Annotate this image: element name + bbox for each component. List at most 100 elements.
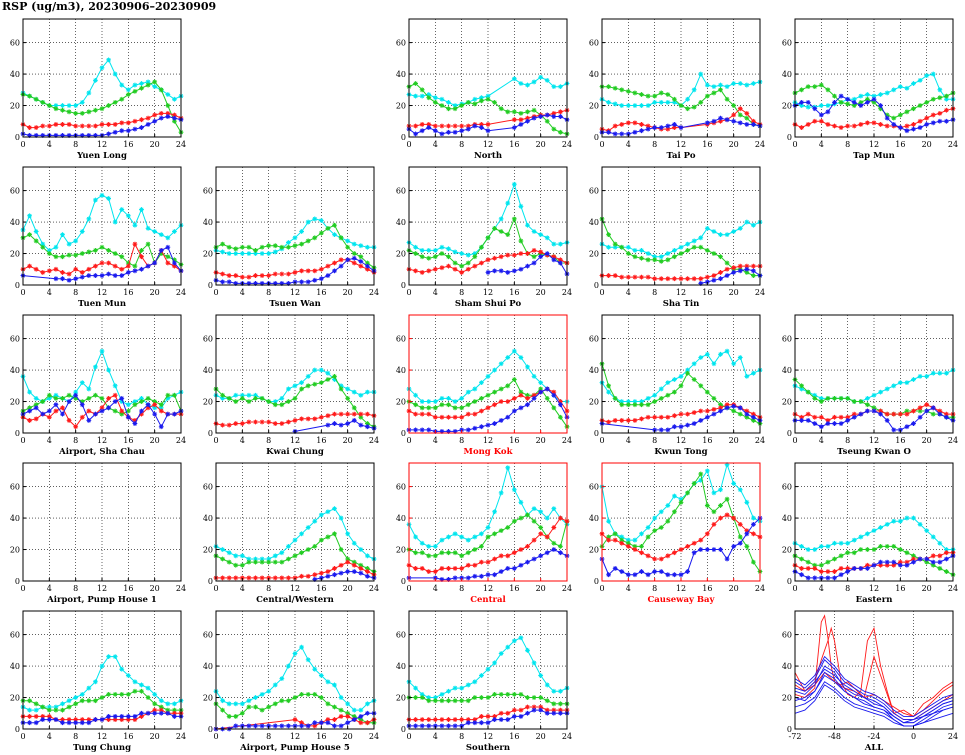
data-point-blue (924, 556, 930, 562)
data-point-red (452, 414, 458, 420)
data-point-green (937, 95, 943, 101)
data-point-red (27, 714, 32, 719)
data-point-red (459, 270, 465, 275)
data-point-blue (439, 429, 445, 434)
data-point-red (897, 559, 903, 565)
data-point-blue (358, 422, 364, 428)
data-point-green (259, 244, 265, 250)
data-point-red (924, 115, 930, 121)
data-point-green (33, 238, 39, 244)
data-point-cyan (511, 487, 517, 493)
data-point-cyan (465, 537, 471, 543)
data-point-green (358, 254, 364, 260)
data-point-green (871, 547, 877, 552)
data-point-blue (479, 424, 484, 430)
data-point-red (904, 123, 910, 129)
data-point-green (639, 255, 644, 261)
data-point-green (439, 103, 445, 108)
data-point-blue (272, 723, 278, 729)
data-point-cyan (639, 103, 644, 108)
data-point-blue (838, 572, 844, 578)
data-point-red (119, 120, 125, 126)
data-point-green (338, 386, 344, 392)
data-point-red (299, 416, 304, 422)
data-point-red (312, 723, 318, 729)
data-point-red (731, 112, 737, 118)
x-tick-label: 12 (676, 140, 686, 149)
data-point-blue (292, 723, 298, 729)
data-point-cyan (332, 682, 337, 688)
plot-frame (601, 18, 761, 138)
data-point-blue (158, 424, 164, 430)
data-point-red (665, 276, 671, 282)
data-point-blue (897, 427, 903, 433)
panel-title: Southern (466, 743, 510, 753)
data-point-blue (279, 723, 285, 729)
data-point-red (299, 268, 304, 274)
data-point-red (172, 263, 177, 269)
data-point-blue (132, 714, 138, 719)
data-point-blue (645, 572, 651, 578)
x-tick-label: 12 (483, 732, 493, 741)
data-point-green (158, 402, 164, 408)
data-point-cyan (292, 235, 298, 241)
x-tick-label: 8 (459, 140, 464, 149)
data-point-cyan (93, 679, 98, 685)
x-tick-label: 12 (97, 436, 107, 445)
series-line-cyan (215, 507, 375, 560)
data-point-cyan (413, 685, 418, 691)
data-point-blue (233, 281, 239, 286)
data-point-red (744, 263, 750, 269)
data-point-green (485, 235, 491, 241)
data-point-cyan (724, 348, 730, 354)
data-point-green (884, 112, 890, 118)
data-point-cyan (439, 244, 445, 250)
data-point-blue (724, 117, 730, 123)
data-point-cyan (632, 247, 638, 253)
data-point-blue (685, 569, 690, 574)
data-point-blue (172, 714, 177, 719)
data-point-blue (479, 573, 484, 579)
data-point-cyan (652, 515, 658, 521)
data-point-cyan (220, 249, 225, 255)
data-point-blue (805, 418, 811, 423)
data-point-cyan (259, 556, 265, 562)
data-point-blue (172, 411, 177, 417)
data-point-green (446, 254, 451, 260)
data-point-red (492, 255, 497, 261)
data-point-blue (318, 720, 324, 726)
data-point-blue (46, 717, 52, 722)
x-tick-label: 4 (240, 436, 245, 445)
data-point-green (66, 392, 72, 398)
data-point-cyan (744, 82, 750, 88)
data-point-blue (498, 717, 504, 722)
data-point-red (678, 411, 684, 417)
data-point-cyan (220, 698, 225, 704)
data-point-blue (286, 723, 291, 729)
data-point-cyan (704, 82, 710, 88)
data-point-cyan (878, 92, 883, 97)
data-point-blue (606, 572, 611, 578)
data-point-green (318, 230, 324, 236)
data-point-cyan (93, 77, 98, 83)
data-point-red (485, 559, 491, 565)
data-point-blue (871, 408, 877, 414)
data-point-cyan (711, 84, 717, 90)
x-tick-label: 4 (626, 288, 631, 297)
data-point-cyan (233, 251, 239, 256)
data-point-cyan (145, 79, 151, 85)
data-point-blue (518, 405, 524, 411)
data-point-green (698, 383, 704, 389)
data-point-red (73, 266, 79, 272)
y-tick-label: 0 (787, 133, 792, 142)
x-tick-label: 24 (369, 436, 379, 445)
x-tick-label: 12 (290, 436, 300, 445)
data-point-cyan (86, 685, 92, 691)
data-point-green (220, 241, 225, 247)
data-point-red (358, 263, 364, 269)
data-point-green (498, 229, 504, 234)
data-point-blue (845, 569, 851, 574)
data-point-red (639, 122, 644, 127)
panel-title: Sham Shui Po (455, 299, 522, 309)
data-point-blue (751, 122, 756, 127)
